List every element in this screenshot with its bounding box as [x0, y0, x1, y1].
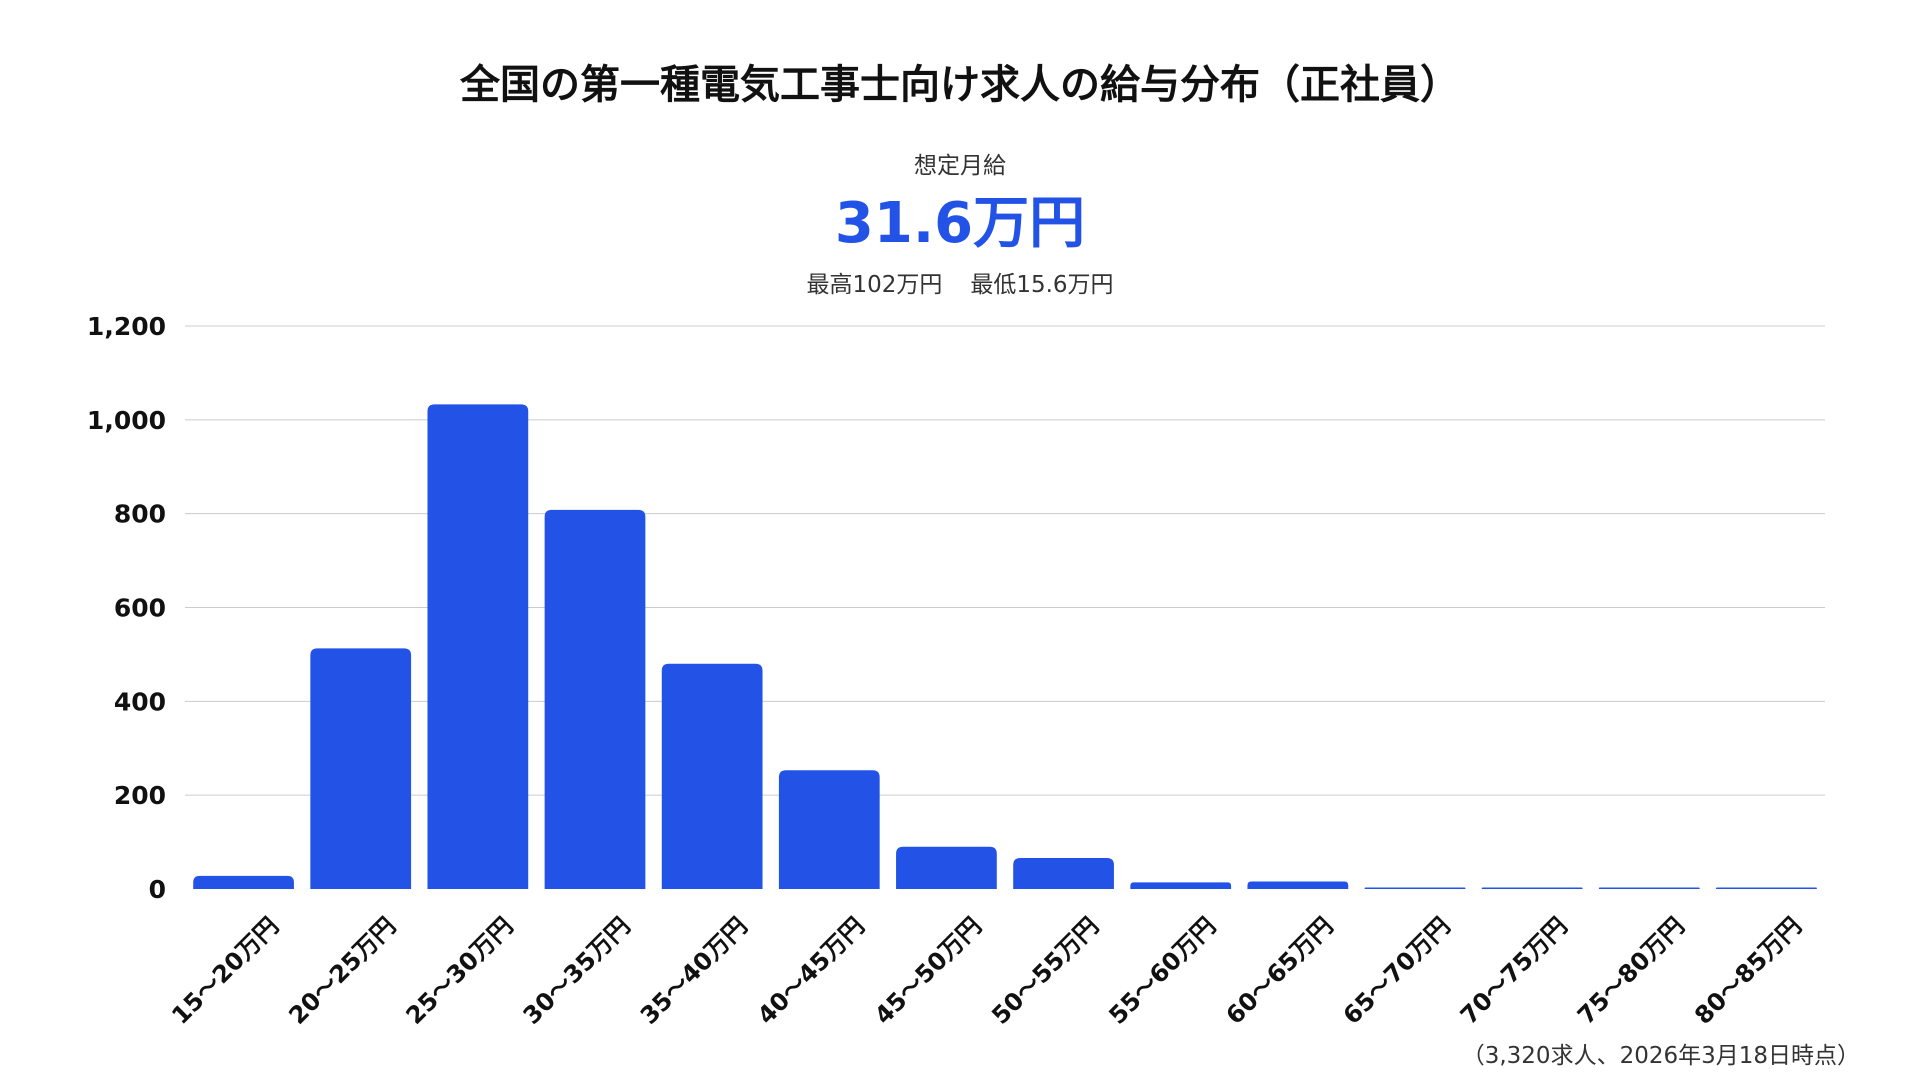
x-tick-label: 35〜40万円 [635, 912, 753, 1030]
x-tick-label: 60〜65万円 [1221, 912, 1339, 1030]
x-tick-label: 55〜60万円 [1103, 912, 1221, 1030]
x-tick-label: 80〜85万円 [1689, 912, 1807, 1030]
bar [1130, 882, 1232, 889]
bar [1598, 887, 1700, 889]
x-tick-label: 30〜35万円 [518, 912, 636, 1030]
x-tick-label: 65〜70万円 [1338, 912, 1456, 1030]
bar [310, 648, 412, 889]
max-salary: 最高102万円 [806, 272, 943, 298]
salary-range: 最高102万円 最低15.6万円 [0, 265, 1920, 299]
bar [661, 663, 763, 889]
y-tick-label: 1,200 [87, 312, 166, 341]
bar [1247, 881, 1349, 889]
y-axis-ticks: 0 200 400 600 800 1,000 1,200 [87, 312, 166, 904]
x-tick-label: 20〜25万円 [283, 912, 401, 1030]
bar [544, 509, 646, 889]
bars [193, 404, 1817, 889]
min-salary: 最低15.6万円 [970, 272, 1114, 298]
bar [1716, 887, 1817, 889]
bar [427, 404, 529, 889]
x-tick-label: 15〜20万円 [166, 912, 284, 1030]
y-tick-label: 800 [114, 500, 166, 529]
x-tick-label: 40〜45万円 [752, 912, 870, 1030]
chart-title: 全国の第一種電気工事士向け求人の給与分布（正社員） [460, 62, 1460, 108]
summary-label: 想定月給 [914, 153, 1006, 179]
y-tick-label: 0 [149, 875, 166, 904]
y-tick-label: 1,000 [87, 406, 166, 435]
x-tick-label: 75〜80万円 [1572, 912, 1690, 1030]
y-tick-label: 200 [114, 781, 166, 810]
bar [896, 846, 997, 889]
x-tick-label: 45〜50万円 [869, 912, 987, 1030]
bar [778, 770, 880, 889]
y-tick-label: 600 [114, 594, 166, 623]
summary-value: 31.6万円 [834, 191, 1086, 256]
x-tick-label: 70〜75万円 [1455, 912, 1573, 1030]
bar [1364, 887, 1466, 889]
x-tick-label: 50〜55万円 [986, 912, 1104, 1030]
footnote: （3,320求人、2026年3月18日時点） [1461, 1043, 1860, 1069]
bar [1013, 858, 1114, 889]
x-axis-ticks: 15〜20万円 20〜25万円 25〜30万円 30〜35万円 35〜40万円 40〜45… [166, 912, 1807, 1030]
bar [193, 875, 294, 889]
y-tick-label: 400 [114, 687, 166, 716]
x-tick-label: 25〜30万円 [401, 912, 519, 1030]
bar [1481, 887, 1583, 889]
